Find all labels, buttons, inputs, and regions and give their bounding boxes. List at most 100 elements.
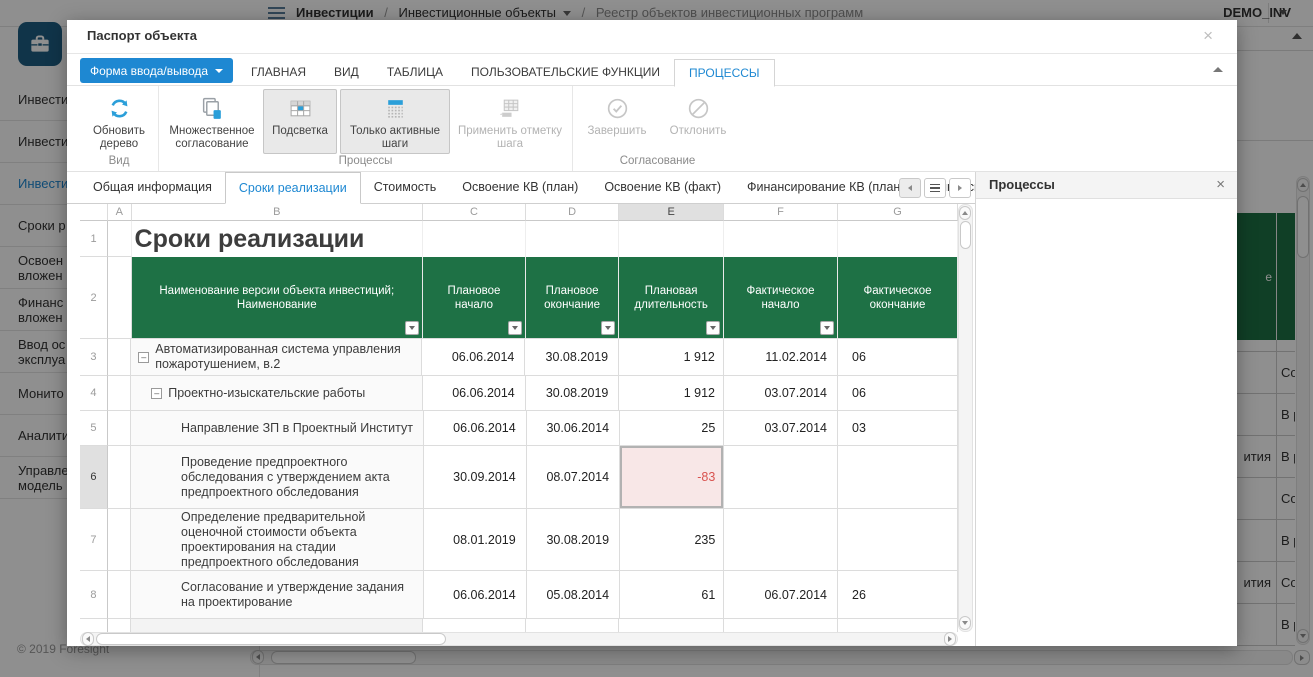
- selected-cell-negative-duration[interactable]: -83: [620, 446, 724, 509]
- cell-fact-start[interactable]: 03.07.2014: [724, 411, 838, 446]
- cell-plan-end[interactable]: 30.06.2014: [527, 411, 620, 446]
- corner-header[interactable]: [80, 204, 108, 221]
- header-cell-plan-duration[interactable]: Плановая длительность: [619, 257, 724, 339]
- sheet-tab-cost[interactable]: Стоимость: [361, 172, 450, 203]
- grid-horizontal-scrollbar[interactable]: [80, 632, 958, 646]
- cell-plan-end[interactable]: 08.07.2014: [527, 446, 620, 509]
- collapse-box-icon[interactable]: –: [138, 352, 149, 363]
- cell-plan-start[interactable]: 30.09.2014: [424, 446, 527, 509]
- cell[interactable]: [619, 221, 724, 257]
- close-icon[interactable]: ×: [1203, 27, 1213, 45]
- row-number-selected[interactable]: 6: [80, 446, 108, 509]
- scroll-up-button[interactable]: [959, 206, 971, 220]
- header-cell-fact-start[interactable]: Фактическое начало: [724, 257, 838, 339]
- column-header-c[interactable]: C: [423, 204, 526, 221]
- cell-fact-start[interactable]: 03.07.2014: [724, 376, 838, 411]
- name-cell[interactable]: Согласование и утверждение задания на пр…: [131, 571, 424, 619]
- cell-plan-end[interactable]: 30.08.2019: [525, 339, 619, 376]
- filter-dropdown-icon[interactable]: [405, 321, 419, 335]
- cell[interactable]: [423, 619, 526, 632]
- cell[interactable]: [108, 571, 131, 619]
- name-cell[interactable]: Проведение предпроектного обследования с…: [131, 446, 424, 509]
- ribbon-tab-table[interactable]: ТАБЛИЦА: [373, 59, 457, 86]
- tabs-list-button[interactable]: [924, 178, 946, 198]
- cell-plan-duration[interactable]: 61: [620, 571, 724, 619]
- name-cell[interactable]: –Автоматизированная система управления п…: [131, 339, 422, 376]
- cell-fact-end[interactable]: [838, 509, 958, 571]
- cell-plan-start[interactable]: 08.01.2019: [424, 509, 527, 571]
- refresh-tree-button[interactable]: Обновить дерево: [85, 89, 153, 154]
- cell[interactable]: [108, 411, 131, 446]
- active-steps-toggle-button[interactable]: Только активные шаги: [340, 89, 450, 154]
- cell[interactable]: [108, 221, 131, 257]
- name-cell[interactable]: –Проектно-изыскательские работы: [131, 376, 423, 411]
- scrollbar-thumb[interactable]: [96, 633, 446, 645]
- cell[interactable]: [108, 509, 131, 571]
- cell-plan-end[interactable]: 30.08.2019: [526, 376, 620, 411]
- scroll-right-button[interactable]: [944, 632, 956, 646]
- cell[interactable]: [526, 619, 619, 632]
- row-number[interactable]: 7: [80, 509, 108, 571]
- multi-approval-button[interactable]: Множественное согласование: [164, 89, 260, 154]
- scroll-down-button[interactable]: [959, 616, 971, 630]
- row-number[interactable]: 1: [80, 221, 108, 257]
- cell[interactable]: [838, 221, 958, 257]
- form-io-dropdown-button[interactable]: Форма ввода/вывода: [80, 58, 233, 83]
- cell-plan-start[interactable]: 06.06.2014: [424, 571, 527, 619]
- cell[interactable]: [108, 376, 131, 411]
- cell[interactable]: [108, 257, 131, 339]
- cell[interactable]: [108, 339, 131, 376]
- cell[interactable]: [724, 619, 838, 632]
- cell-fact-end[interactable]: 06: [838, 339, 958, 376]
- cell-fact-start[interactable]: [724, 509, 838, 571]
- cell[interactable]: [838, 619, 958, 632]
- column-header-g[interactable]: G: [838, 204, 958, 221]
- cell[interactable]: [724, 221, 838, 257]
- cell[interactable]: [423, 221, 526, 257]
- sheet-tab-capex-plan[interactable]: Освоение КВ (план): [449, 172, 591, 203]
- column-header-b[interactable]: B: [132, 204, 424, 221]
- cell-fact-start[interactable]: 11.02.2014: [724, 339, 838, 376]
- cell[interactable]: [619, 619, 724, 632]
- ribbon-collapse-icon[interactable]: [1213, 67, 1223, 72]
- column-header-d[interactable]: D: [526, 204, 619, 221]
- sheet-tab-implementation-terms[interactable]: Сроки реализации: [225, 172, 361, 204]
- tabs-scroll-right-button[interactable]: [949, 178, 971, 198]
- header-cell-plan-end[interactable]: Плановое окончание: [526, 257, 619, 339]
- scroll-left-button[interactable]: [82, 632, 94, 646]
- name-cell[interactable]: [131, 619, 423, 632]
- filter-dropdown-icon[interactable]: [820, 321, 834, 335]
- name-cell[interactable]: Определение предварительной оценочной ст…: [131, 509, 424, 571]
- cell-fact-start[interactable]: 06.07.2014: [724, 571, 838, 619]
- header-cell-name[interactable]: Наименование версии объекта инвестиций; …: [132, 257, 424, 339]
- cell-fact-end[interactable]: 03: [838, 411, 958, 446]
- ribbon-tab-user-functions[interactable]: ПОЛЬЗОВАТЕЛЬСКИЕ ФУНКЦИИ: [457, 59, 674, 86]
- header-cell-fact-end[interactable]: Фактическое окончание: [838, 257, 958, 339]
- highlight-toggle-button[interactable]: Подсветка: [263, 89, 337, 154]
- row-number[interactable]: 2: [80, 257, 108, 339]
- sheet-tab-general-info[interactable]: Общая информация: [80, 172, 225, 203]
- sheet-tab-capex-fact[interactable]: Освоение КВ (факт): [591, 172, 734, 203]
- cell-fact-end[interactable]: [838, 446, 958, 509]
- column-header-f[interactable]: F: [724, 204, 838, 221]
- column-header-a[interactable]: A: [108, 204, 131, 221]
- cell[interactable]: [108, 619, 131, 632]
- ribbon-tab-view[interactable]: ВИД: [320, 59, 373, 86]
- sheet-title-cell[interactable]: Сроки реализации: [132, 221, 424, 257]
- close-icon[interactable]: ×: [1216, 176, 1225, 193]
- scrollbar-thumb[interactable]: [960, 221, 971, 249]
- cell-plan-end[interactable]: 05.08.2014: [527, 571, 620, 619]
- column-header-e-selected[interactable]: E: [619, 204, 724, 221]
- cell-fact-end[interactable]: 26: [838, 571, 958, 619]
- name-cell[interactable]: Направление ЗП в Проектный Институт: [131, 411, 424, 446]
- filter-dropdown-icon[interactable]: [706, 321, 720, 335]
- sheet-tab-financing-plan[interactable]: Финансирование КВ (план): [734, 172, 917, 203]
- cell-plan-duration[interactable]: 25: [620, 411, 724, 446]
- cell-plan-start[interactable]: 06.06.2014: [424, 411, 527, 446]
- grid-vertical-scrollbar[interactable]: [958, 204, 973, 632]
- filter-dropdown-icon[interactable]: [508, 321, 522, 335]
- cell[interactable]: [108, 446, 131, 509]
- cell-plan-start[interactable]: 06.06.2014: [422, 339, 525, 376]
- row-number[interactable]: [80, 619, 108, 632]
- filter-dropdown-icon[interactable]: [601, 321, 615, 335]
